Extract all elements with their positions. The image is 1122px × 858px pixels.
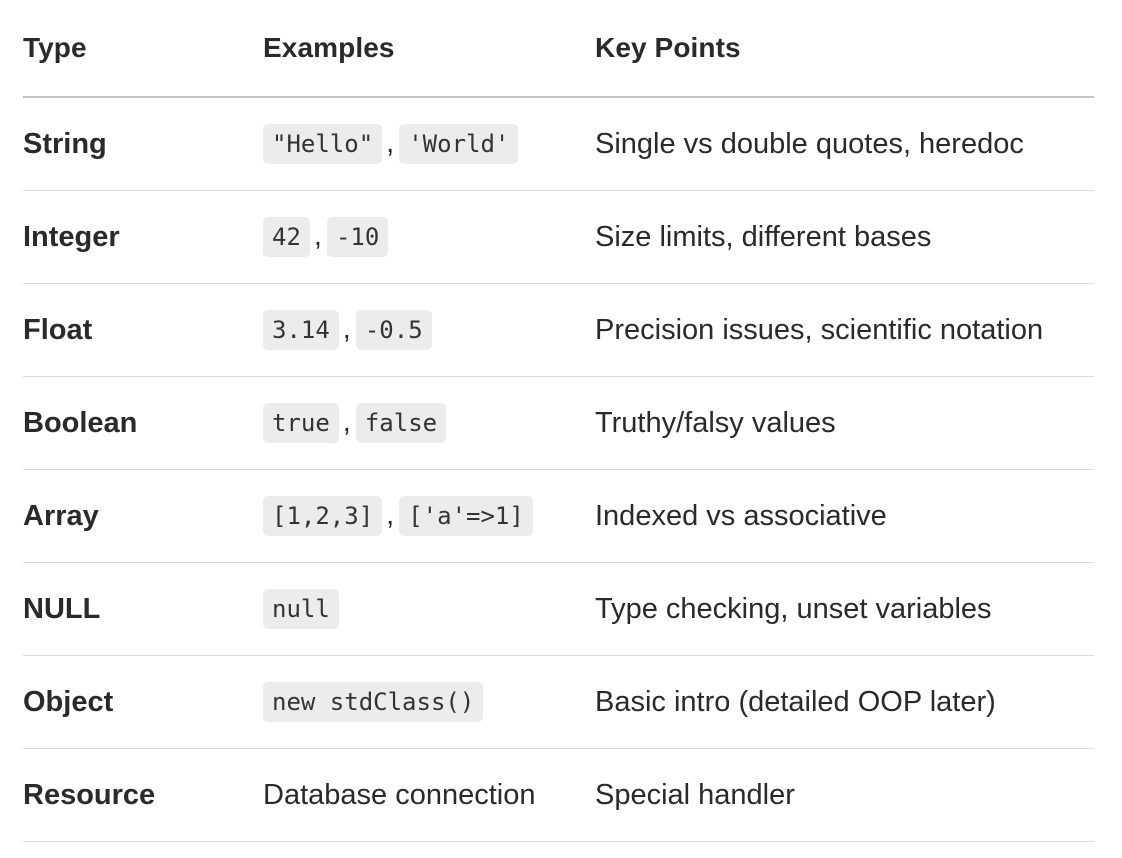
header-key-points: Key Points bbox=[595, 0, 1094, 98]
type-cell: Array bbox=[23, 469, 263, 563]
table-row: Resource Database connection Special han… bbox=[23, 748, 1094, 842]
type-cell: Resource bbox=[23, 748, 263, 842]
type-cell: Integer bbox=[23, 190, 263, 284]
example-separator: , bbox=[386, 127, 395, 159]
type-cell: Float bbox=[23, 283, 263, 377]
type-cell: Boolean bbox=[23, 376, 263, 470]
type-cell: String bbox=[23, 97, 263, 191]
key-points-cell: Precision issues, scientific notation bbox=[595, 283, 1094, 377]
code-example: "Hello" bbox=[263, 124, 383, 164]
data-types-table-container: Type Examples Key Points String "Hello",… bbox=[23, 0, 1094, 842]
key-points-cell: Basic intro (detailed OOP later) bbox=[595, 655, 1094, 749]
examples-cell: 3.14, -0.5 bbox=[263, 283, 595, 377]
table-header-row: Type Examples Key Points bbox=[23, 0, 1094, 98]
code-example: 3.14 bbox=[263, 310, 339, 350]
examples-cell: null bbox=[263, 562, 595, 656]
example-separator: , bbox=[313, 220, 322, 252]
header-type: Type bbox=[23, 0, 263, 98]
example-separator: , bbox=[386, 499, 395, 531]
type-cell: NULL bbox=[23, 562, 263, 656]
examples-cell: "Hello", 'World' bbox=[263, 97, 595, 191]
header-examples: Examples bbox=[263, 0, 595, 98]
key-points-cell: Type checking, unset variables bbox=[595, 562, 1094, 656]
examples-cell: Database connection bbox=[263, 748, 595, 842]
code-example: [1,2,3] bbox=[263, 496, 383, 536]
table-row: NULL null Type checking, unset variables bbox=[23, 562, 1094, 656]
table-row: Array [1,2,3], ['a'=>1] Indexed vs associ… bbox=[23, 469, 1094, 563]
examples-cell: new stdClass() bbox=[263, 655, 595, 749]
table-row: Object new stdClass() Basic intro (detai… bbox=[23, 655, 1094, 749]
table-row: String "Hello", 'World' Single vs double … bbox=[23, 97, 1094, 191]
code-example: -0.5 bbox=[355, 310, 432, 350]
key-points-cell: Size limits, different bases bbox=[595, 190, 1094, 284]
code-example: new stdClass() bbox=[263, 682, 484, 722]
code-example: ['a'=>1] bbox=[399, 496, 533, 536]
code-example: null bbox=[263, 589, 339, 629]
table-row: Float 3.14, -0.5 Precision issues, scient… bbox=[23, 283, 1094, 377]
code-example: -10 bbox=[326, 217, 389, 257]
example-separator: , bbox=[342, 406, 351, 438]
examples-cell: 42, -10 bbox=[263, 190, 595, 284]
code-example: true bbox=[263, 403, 339, 443]
examples-cell: true, false bbox=[263, 376, 595, 470]
code-example: false bbox=[355, 403, 447, 443]
code-example: 42 bbox=[263, 217, 310, 257]
table-row: Integer 42, -10 Size limits, different ba… bbox=[23, 190, 1094, 284]
table-row: Boolean true, false Truthy/falsy values bbox=[23, 376, 1094, 470]
key-points-cell: Single vs double quotes, heredoc bbox=[595, 97, 1094, 191]
code-example: 'World' bbox=[399, 124, 519, 164]
example-separator: , bbox=[342, 313, 351, 345]
key-points-cell: Truthy/falsy values bbox=[595, 376, 1094, 470]
data-types-table: Type Examples Key Points String "Hello",… bbox=[23, 0, 1094, 842]
key-points-cell: Indexed vs associative bbox=[595, 469, 1094, 563]
type-cell: Object bbox=[23, 655, 263, 749]
examples-cell: [1,2,3], ['a'=>1] bbox=[263, 469, 595, 563]
key-points-cell: Special handler bbox=[595, 748, 1094, 842]
